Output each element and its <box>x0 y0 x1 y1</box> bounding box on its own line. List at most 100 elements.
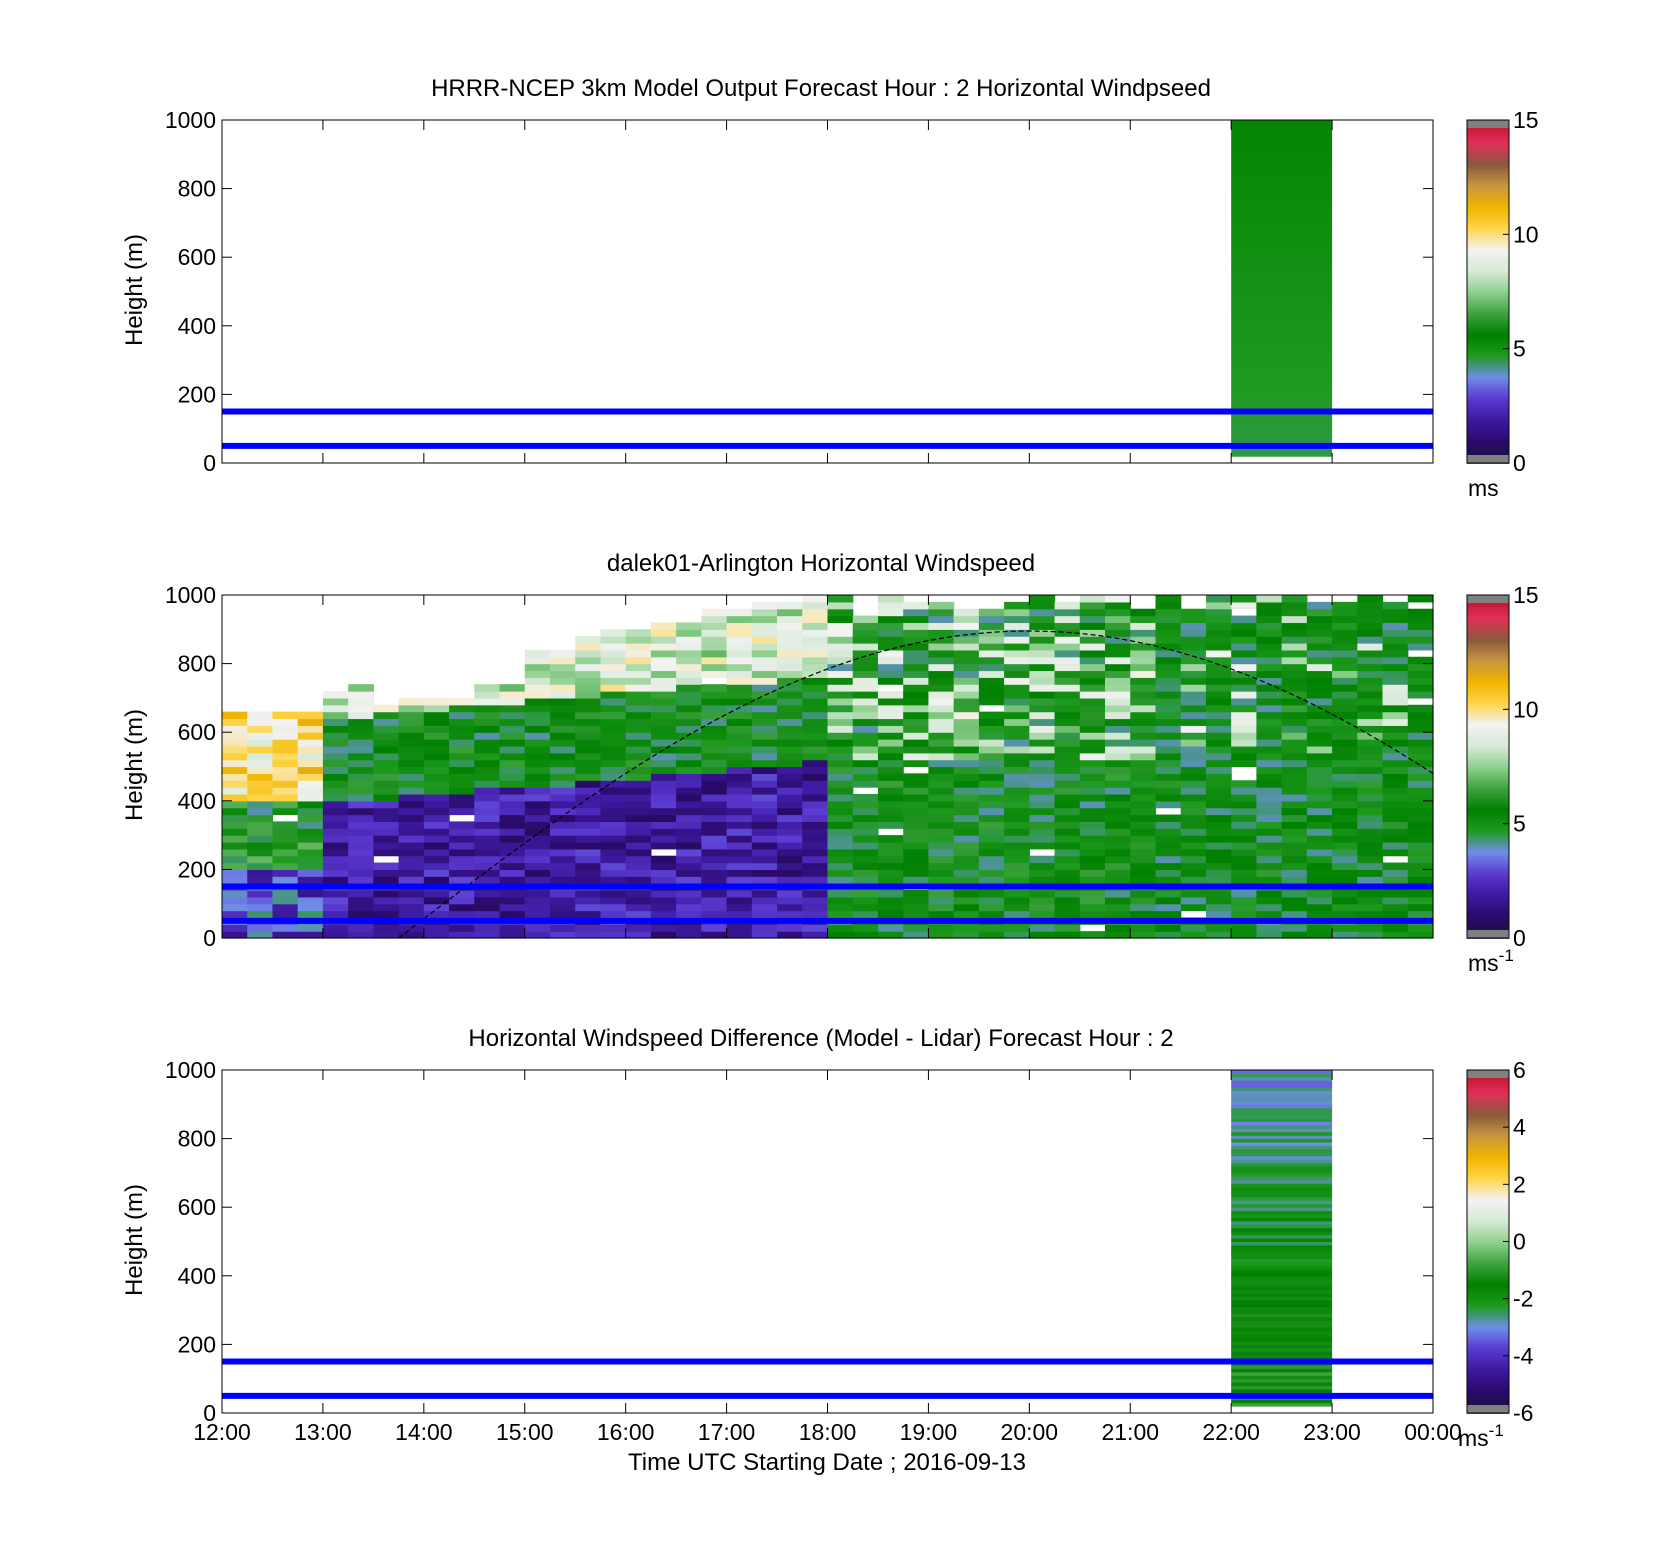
lidar-cell <box>1231 821 1257 829</box>
lidar-cell <box>1382 876 1409 884</box>
lidar-cell <box>676 931 702 939</box>
lidar-cell <box>524 869 551 877</box>
colorbar-segment <box>1467 154 1509 158</box>
lidar-cell <box>1407 677 1434 685</box>
lidar-cell <box>953 828 980 836</box>
lidar-cell <box>247 848 274 857</box>
lidar-cell <box>676 821 702 829</box>
lidar-cell <box>1130 773 1157 781</box>
lidar-cell <box>1155 595 1182 603</box>
lidar-cell <box>1231 656 1257 665</box>
lidar-cell <box>1205 889 1232 898</box>
lidar-cell <box>272 752 299 761</box>
difference-cell <box>1231 1186 1333 1191</box>
colorbar-tick-label: 15 <box>1513 107 1539 133</box>
lidar-cell <box>1029 704 1056 713</box>
lidar-cell <box>852 718 879 726</box>
lidar-cell <box>297 793 324 802</box>
lidar-cell <box>1357 821 1384 829</box>
lidar-cell <box>978 629 1005 637</box>
lidar-cell <box>751 773 778 781</box>
difference-cell <box>1231 1286 1333 1291</box>
colorbar-segment <box>1467 1232 1509 1237</box>
colorbar-segment <box>1467 869 1509 874</box>
colorbar-segment <box>1467 142 1509 147</box>
lidar-cell <box>1382 608 1409 617</box>
lidar-cell <box>877 622 904 630</box>
lidar-cell <box>827 793 854 802</box>
lidar-cell <box>348 684 374 692</box>
lidar-cell <box>524 732 551 740</box>
lidar-cell <box>524 780 551 788</box>
colorbar-segment <box>1467 1215 1509 1220</box>
colorbar-segment <box>1467 703 1509 708</box>
lidar-cell <box>1004 649 1030 658</box>
lidar-cell <box>1079 910 1106 919</box>
lidar-cell <box>877 595 904 603</box>
lidar-cell <box>247 903 274 912</box>
lidar-cell <box>877 636 904 644</box>
lidar-cell <box>676 656 702 665</box>
colorbar-segment <box>1467 1238 1509 1243</box>
colorbar-segment <box>1467 151 1509 156</box>
difference-cell <box>1231 1306 1333 1311</box>
lidar-cell <box>1130 876 1157 884</box>
colorbar-segment <box>1467 663 1509 668</box>
lidar-cell <box>1256 697 1283 706</box>
lidar-cell <box>827 903 854 912</box>
lidar-cell <box>423 697 450 706</box>
colorbar-segment <box>1467 1078 1509 1083</box>
lidar-cell <box>1281 684 1308 692</box>
difference-cell <box>1231 1070 1333 1074</box>
lidar-cell <box>1281 608 1308 617</box>
lidar-cell <box>524 663 551 672</box>
lidar-cell <box>1180 643 1207 651</box>
colorbar-segment <box>1467 128 1509 133</box>
lidar-cell <box>1105 828 1131 836</box>
colorbar-segment <box>1467 637 1509 642</box>
lidar-cell <box>1004 889 1030 898</box>
lidar-cell <box>373 711 400 720</box>
model-cell <box>1231 153 1333 166</box>
lidar-cell <box>1281 629 1308 637</box>
lidar-cell <box>1205 869 1232 877</box>
colorbar-segment <box>1467 780 1509 785</box>
lidar-cell <box>1357 670 1384 678</box>
lidar-cell <box>1256 793 1283 802</box>
lidar-cell <box>1357 766 1384 774</box>
lidar-cell <box>474 828 501 836</box>
lidar-cell <box>978 656 1005 665</box>
lidar-cell <box>650 869 677 877</box>
difference-cell <box>1231 1382 1333 1387</box>
lidar-cell <box>953 663 980 672</box>
lidar-cell <box>398 869 425 877</box>
colorbar-segment <box>1467 786 1509 791</box>
lidar-cell <box>1205 725 1232 733</box>
lidar-cell <box>953 752 980 761</box>
lidar-cell <box>1205 745 1232 754</box>
colorbar-tick-label: -4 <box>1513 1343 1534 1369</box>
lidar-cell <box>222 855 248 864</box>
lidar-cell <box>978 807 1005 816</box>
lidar-cell <box>650 649 677 658</box>
lidar-cell <box>1004 855 1030 864</box>
lidar-cell <box>1054 876 1081 884</box>
colorbar-segment <box>1467 397 1509 401</box>
lidar-cell <box>423 793 450 802</box>
lidar-cell <box>222 903 248 912</box>
lidar-cell <box>852 732 879 740</box>
lidar-cell <box>1231 848 1257 857</box>
colorbar-segment <box>1467 1304 1509 1309</box>
colorbar-segment <box>1467 180 1509 184</box>
colorbar-segment <box>1467 926 1509 931</box>
colorbar-segment <box>1467 1170 1509 1174</box>
y-tick-label: 600 <box>178 719 216 745</box>
lidar-cell <box>600 828 627 836</box>
colorbar-segment <box>1467 923 1509 928</box>
colorbar-segment <box>1467 185 1509 190</box>
lidar-cell <box>1004 869 1030 877</box>
model-cell <box>1231 332 1333 345</box>
lidar-cell <box>423 725 450 733</box>
lidar-cell <box>1155 745 1182 754</box>
lidar-cell <box>474 793 501 802</box>
